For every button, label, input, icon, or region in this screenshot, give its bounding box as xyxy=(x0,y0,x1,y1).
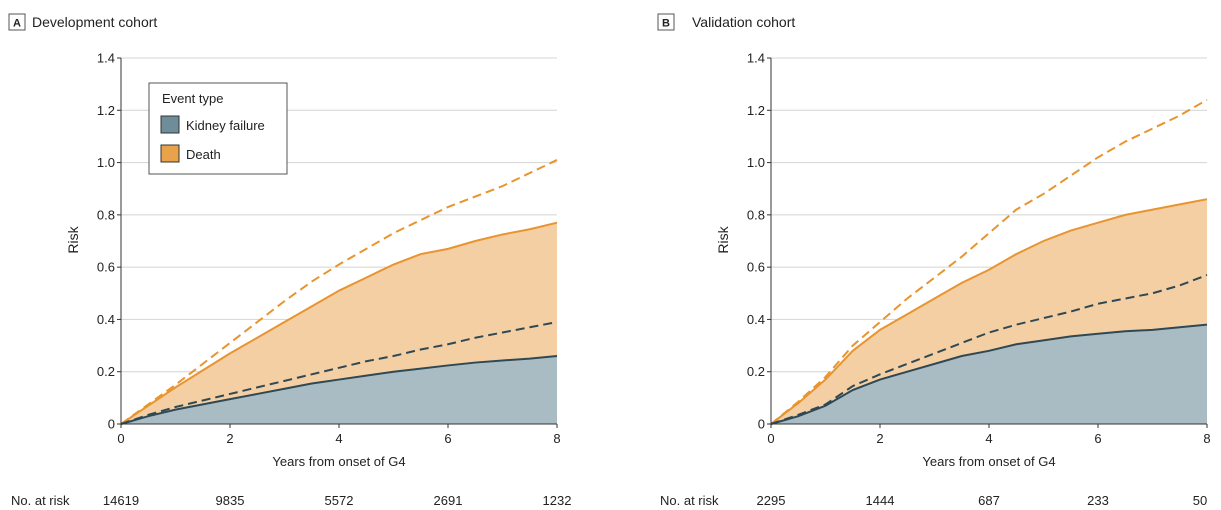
panel-a-at-risk-value: 5572 xyxy=(325,493,354,508)
panel-a-axes: 0 0.2 0.4 0.6 0.8 1.0 1.2 1.4 0 2 4 6 8 xyxy=(97,51,561,447)
y-tick-label: 0 xyxy=(758,417,765,432)
panel-b-title: Validation cohort xyxy=(692,14,795,30)
kidney-failure-curve xyxy=(120,355,558,425)
panel-b-y-axis-label: Risk xyxy=(715,225,731,253)
panel-a-x-axis-label: Years from onset of G4 xyxy=(272,454,405,469)
panel-b-axes: 0 0.2 0.4 0.6 0.8 1.0 1.2 1.4 0 2 4 6 8 xyxy=(747,51,1211,447)
kidney-failure-dashed-curve xyxy=(120,321,558,425)
panel-b-at-risk-value: 687 xyxy=(978,493,1000,508)
x-tick-label: 6 xyxy=(444,431,451,446)
panel-a-plot: 0 0.2 0.4 0.6 0.8 1.0 1.2 1.4 0 2 4 6 8 xyxy=(97,51,561,447)
y-tick-label: 1.0 xyxy=(747,155,765,170)
panel-a-header: A Development cohort xyxy=(8,13,157,31)
panel-a-at-risk-value: 14619 xyxy=(103,493,139,508)
death-area xyxy=(121,222,557,424)
panel-a-letter: A xyxy=(13,18,21,30)
legend-label-kidney-failure: Kidney failure xyxy=(186,118,265,133)
x-tick-label: 2 xyxy=(876,431,883,446)
panel-a-title: Development cohort xyxy=(32,14,157,30)
x-tick-label: 8 xyxy=(1203,431,1210,446)
panel-b-at-risk-value: 2295 xyxy=(757,493,786,508)
y-tick-label: 0.6 xyxy=(97,260,115,275)
y-tick-label: 0.8 xyxy=(747,207,765,222)
x-tick-label: 4 xyxy=(335,431,342,446)
death-dashed-curve xyxy=(770,98,1208,425)
x-tick-label: 0 xyxy=(117,431,124,446)
y-tick-label: 0.6 xyxy=(747,260,765,275)
panel-a-data xyxy=(120,159,558,425)
death-dashed-curve xyxy=(120,159,558,425)
panel-b-data xyxy=(770,98,1208,425)
panel-a-y-axis-label: Risk xyxy=(65,225,81,253)
x-tick-label: 2 xyxy=(226,431,233,446)
panel-b-letter: B xyxy=(662,18,670,30)
death-curve xyxy=(770,198,1208,425)
panel-b-at-risk-value: 233 xyxy=(1087,493,1109,508)
y-tick-label: 1.0 xyxy=(97,155,115,170)
y-tick-label: 0 xyxy=(108,417,115,432)
kidney-failure-curve xyxy=(770,323,1208,425)
y-tick-label: 1.2 xyxy=(747,103,765,118)
y-tick-label: 0.4 xyxy=(747,312,765,327)
death-area xyxy=(771,199,1207,424)
x-tick-label: 0 xyxy=(767,431,774,446)
x-tick-label: 6 xyxy=(1094,431,1101,446)
y-tick-label: 0.2 xyxy=(747,364,765,379)
panel-a-letter-box xyxy=(8,13,26,31)
y-tick-label: 0.8 xyxy=(97,207,115,222)
kidney-failure-area xyxy=(771,324,1207,424)
panel-a-at-risk-value: 9835 xyxy=(216,493,245,508)
panel-b-plot: 0 0.2 0.4 0.6 0.8 1.0 1.2 1.4 0 2 4 6 8 xyxy=(747,51,1211,447)
legend-swatch-kidney-failure xyxy=(160,115,180,134)
panel-a-at-risk-row: No. at risk 14619 9835 5572 2691 1232 xyxy=(11,493,571,508)
panel-b-header: B Validation cohort xyxy=(657,13,795,31)
panel-b-at-risk-label: No. at risk xyxy=(660,493,719,508)
x-tick-label: 8 xyxy=(553,431,560,446)
panel-b-x-axis-label: Years from onset of G4 xyxy=(922,454,1055,469)
y-tick-label: 0.4 xyxy=(97,312,115,327)
panel-a-legend: Event type Kidney failure Death xyxy=(148,82,288,175)
legend-label-death: Death xyxy=(186,147,221,162)
kidney-failure-area xyxy=(121,356,557,424)
legend-title: Event type xyxy=(162,91,223,106)
panel-b-at-risk-row: No. at risk 2295 1444 687 233 50 xyxy=(660,493,1207,508)
panel-a-at-risk-value: 1232 xyxy=(543,493,572,508)
death-curve xyxy=(120,221,558,425)
panel-b-at-risk-value: 50 xyxy=(1193,493,1207,508)
y-tick-label: 0.2 xyxy=(97,364,115,379)
panel-a-at-risk-value: 2691 xyxy=(434,493,463,508)
kidney-failure-dashed-curve xyxy=(770,274,1208,425)
y-tick-label: 1.4 xyxy=(97,51,115,66)
x-tick-label: 4 xyxy=(985,431,992,446)
panel-b-at-risk-value: 1444 xyxy=(866,493,895,508)
panel-b-letter-box xyxy=(657,13,675,31)
legend-swatch-death xyxy=(160,144,180,163)
y-tick-label: 1.2 xyxy=(97,103,115,118)
panel-a-at-risk-label: No. at risk xyxy=(11,493,70,508)
y-tick-label: 1.4 xyxy=(747,51,765,66)
